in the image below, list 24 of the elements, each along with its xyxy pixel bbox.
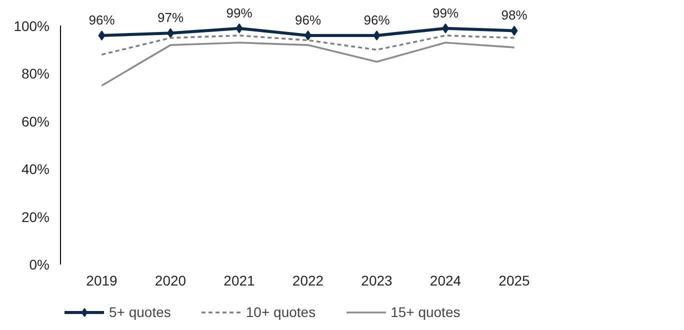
y-tick-label: 20%	[21, 208, 50, 225]
data-label: 97%	[157, 10, 184, 26]
y-tick-label: 40%	[21, 161, 50, 178]
data-label: 96%	[364, 12, 390, 28]
y-tick-label: 0%	[29, 256, 50, 272]
data-label: 99%	[226, 5, 253, 20]
y-tick-label: 100%	[14, 18, 50, 34]
data-label: 98%	[501, 8, 528, 23]
y-tick-label: 80%	[21, 66, 50, 82]
x-tick-label: 2021	[224, 272, 256, 288]
legend-label: 5+ quotes	[109, 304, 171, 320]
x-tick-label: 2025	[498, 272, 530, 288]
x-tick-label: 2019	[86, 272, 118, 288]
x-tick-label: 2022	[292, 272, 324, 288]
data-label: 96%	[88, 12, 116, 28]
x-tick-label: 2024	[430, 272, 462, 288]
data-label: 99%	[432, 5, 459, 20]
legend-label: 10+ quotes	[246, 304, 316, 320]
x-tick-label: 2020	[154, 272, 186, 288]
x-tick-label: 2023	[361, 272, 393, 288]
y-tick-label: 60%	[21, 113, 50, 130]
legend-label: 15+ quotes	[390, 304, 460, 320]
data-label: 96%	[294, 12, 322, 28]
line-series	[100, 42, 516, 86]
